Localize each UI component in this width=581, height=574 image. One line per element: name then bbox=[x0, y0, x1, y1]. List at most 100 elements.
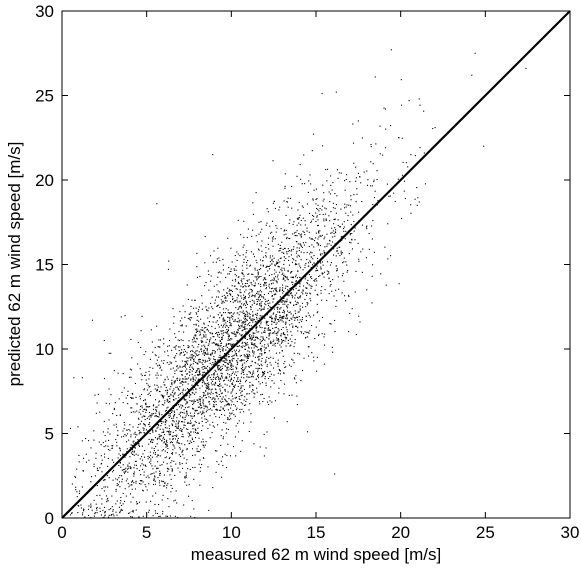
scatter-point bbox=[264, 282, 266, 284]
scatter-point bbox=[267, 324, 270, 326]
scatter-point bbox=[296, 292, 298, 294]
scatter-point bbox=[354, 291, 356, 293]
scatter-point bbox=[317, 311, 319, 313]
scatter-point bbox=[117, 430, 119, 432]
scatter-point bbox=[110, 352, 112, 354]
scatter-point bbox=[221, 398, 223, 400]
scatter-point bbox=[268, 327, 270, 329]
scatter-point bbox=[371, 225, 373, 227]
scatter-point bbox=[377, 200, 379, 202]
scatter-point bbox=[164, 427, 166, 429]
scatter-point bbox=[277, 266, 279, 268]
scatter-point bbox=[334, 330, 336, 333]
scatter-point bbox=[253, 256, 256, 258]
scatter-point bbox=[175, 404, 178, 406]
scatter-point bbox=[142, 468, 144, 470]
scatter-point bbox=[181, 325, 183, 327]
scatter-point bbox=[248, 351, 251, 353]
scatter-point bbox=[192, 424, 194, 426]
scatter-point bbox=[213, 397, 215, 399]
scatter-point bbox=[209, 332, 211, 334]
scatter-point bbox=[305, 287, 307, 289]
scatter-point bbox=[199, 370, 201, 372]
scatter-point bbox=[239, 305, 242, 307]
scatter-point bbox=[130, 452, 132, 454]
scatter-point bbox=[213, 401, 216, 403]
scatter-point bbox=[199, 374, 201, 376]
scatter-point bbox=[158, 433, 160, 436]
scatter-point bbox=[186, 402, 188, 404]
scatter-point bbox=[206, 369, 209, 371]
scatter-point bbox=[245, 252, 247, 254]
scatter-point bbox=[96, 506, 98, 508]
scatter-point bbox=[115, 490, 117, 492]
scatter-point bbox=[287, 304, 289, 306]
scatter-point bbox=[103, 479, 105, 481]
scatter-point bbox=[158, 356, 160, 358]
scatter-point bbox=[329, 280, 332, 282]
scatter-point bbox=[344, 180, 346, 182]
scatter-point bbox=[257, 277, 259, 279]
scatter-point bbox=[276, 282, 278, 284]
scatter-point bbox=[254, 276, 256, 278]
scatter-point bbox=[292, 223, 294, 225]
scatter-point bbox=[137, 417, 140, 419]
scatter-point bbox=[221, 365, 223, 367]
scatter-point bbox=[253, 347, 255, 349]
scatter-point bbox=[297, 327, 299, 329]
scatter-point bbox=[282, 284, 284, 286]
scatter-point bbox=[199, 449, 202, 451]
scatter-point bbox=[156, 410, 158, 412]
scatter-point bbox=[257, 369, 259, 371]
scatter-point bbox=[145, 409, 147, 411]
scatter-point bbox=[317, 219, 319, 221]
scatter-point bbox=[217, 349, 219, 351]
scatter-point bbox=[234, 351, 236, 353]
scatter-point bbox=[260, 294, 262, 296]
scatter-point bbox=[384, 147, 387, 149]
scatter-point bbox=[246, 319, 248, 321]
scatter-point bbox=[295, 274, 297, 276]
scatter-point bbox=[232, 316, 234, 318]
scatter-point bbox=[270, 340, 272, 342]
scatter-point bbox=[158, 435, 160, 438]
scatter-point bbox=[193, 508, 195, 510]
scatter-point bbox=[215, 361, 217, 363]
scatter-point bbox=[111, 445, 113, 447]
scatter-point bbox=[256, 318, 258, 320]
scatter-point bbox=[230, 316, 232, 318]
scatter-point bbox=[104, 456, 106, 458]
scatter-point bbox=[194, 382, 196, 384]
scatter-point bbox=[130, 501, 132, 503]
scatter-point bbox=[235, 392, 237, 394]
scatter-point bbox=[216, 258, 218, 260]
scatter-point bbox=[179, 346, 181, 348]
scatter-point bbox=[189, 423, 191, 425]
scatter-point bbox=[313, 254, 315, 257]
scatter-point bbox=[211, 325, 213, 327]
scatter-point bbox=[161, 394, 163, 396]
scatter-point bbox=[149, 433, 151, 435]
scatter-point bbox=[243, 317, 245, 319]
scatter-point bbox=[214, 362, 216, 364]
scatter-point bbox=[240, 450, 242, 452]
scatter-point bbox=[156, 372, 158, 374]
scatter-point bbox=[260, 348, 262, 350]
scatter-point bbox=[202, 363, 204, 365]
scatter-point bbox=[285, 233, 287, 235]
scatter-point bbox=[180, 352, 183, 354]
scatter-point bbox=[145, 409, 147, 411]
scatter-point bbox=[264, 283, 266, 285]
scatter-point bbox=[246, 374, 248, 376]
scatter-point bbox=[192, 466, 194, 469]
scatter-point bbox=[281, 349, 283, 352]
scatter-point bbox=[251, 374, 253, 376]
scatter-point bbox=[193, 336, 195, 338]
scatter-point bbox=[326, 180, 328, 182]
scatter-point bbox=[129, 456, 131, 458]
scatter-point bbox=[236, 312, 238, 314]
scatter-point bbox=[202, 353, 204, 355]
scatter-point bbox=[371, 302, 373, 304]
scatter-point bbox=[186, 363, 189, 365]
scatter-point bbox=[286, 294, 288, 296]
